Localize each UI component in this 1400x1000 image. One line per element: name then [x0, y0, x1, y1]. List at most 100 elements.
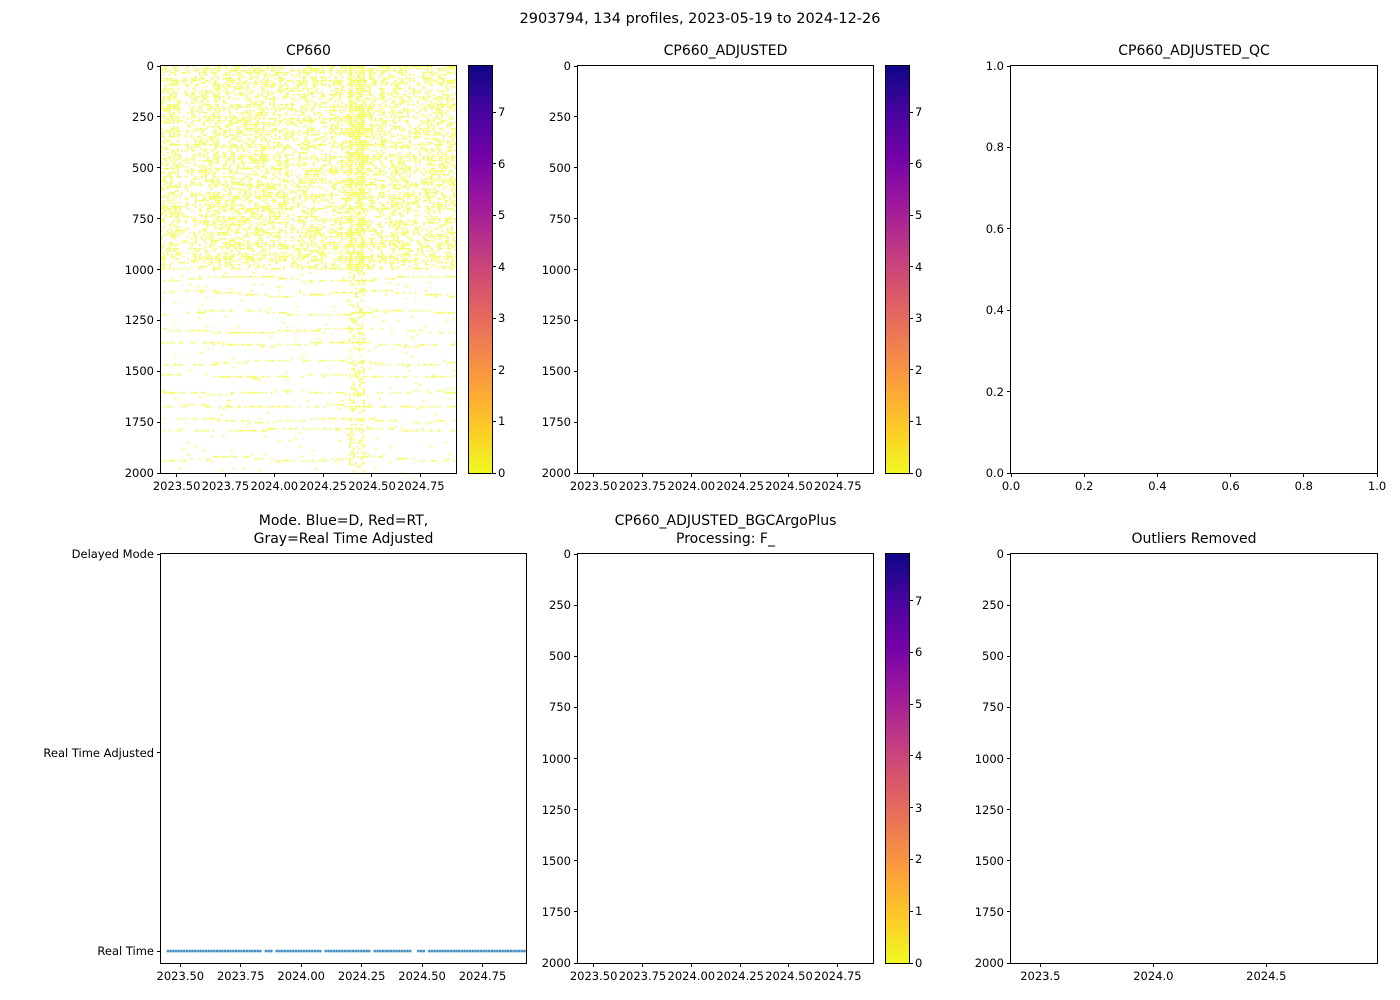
y-tick-mark [574, 472, 578, 474]
y-tick-label: 0 [996, 547, 1004, 561]
x-tick-label: 0.8 [1294, 479, 1313, 493]
colorbar-tick-mark [492, 111, 496, 113]
y-tick-mark [574, 553, 578, 555]
x-tick-mark [837, 473, 839, 477]
colorbar: 0 1 2 3 4 5 6 7 [885, 65, 922, 480]
y-tick-mark [157, 116, 161, 118]
x-tick-mark [641, 963, 643, 967]
x-tick-mark [1083, 473, 1085, 477]
subplot-cp660: CP660 2023.50 2023.75 2024.00 2024.25 2024.5… [125, 43, 506, 493]
y-tick-label: 2000 [541, 956, 571, 970]
y-tick-label: 500 [132, 160, 154, 175]
x-tick-mark [690, 963, 692, 967]
y-tick-mark [157, 553, 161, 555]
x-tick-mark [1376, 473, 1378, 477]
colorbar: 0 1 2 3 4 5 6 7 [885, 553, 922, 970]
colorbar-tick-label: 6 [915, 645, 923, 660]
y-tick-mark [157, 752, 161, 754]
x-tick-mark [1230, 473, 1232, 477]
x-tick-label: 0.0 [1001, 479, 1021, 493]
colorbar-tick-label: 1 [498, 414, 506, 429]
y-tick-label: 1500 [124, 364, 154, 379]
x-tick-label: 2024.50 [348, 479, 396, 493]
colorbar-tick-label: 7 [915, 105, 923, 120]
colorbar-tick-mark [492, 420, 496, 422]
x-tick-label: 2024.75 [397, 479, 445, 493]
y-tick-mark [1007, 706, 1011, 708]
y-tick-label: 0.8 [985, 140, 1004, 155]
colorbar-tick-label: 2 [915, 362, 923, 377]
x-tick-label: 2024.00 [250, 479, 299, 493]
x-tick-mark [240, 963, 242, 967]
colorbar-tick-mark [909, 266, 913, 268]
y-tick-mark [574, 604, 578, 606]
y-tick-mark [1007, 553, 1011, 555]
y-tick-mark [574, 167, 578, 169]
colorbar-tick-label: 4 [498, 259, 506, 274]
x-tick-label: 2023.50 [156, 969, 205, 983]
colorbar-tick-mark [492, 472, 496, 474]
colorbar-tick-label: 2 [915, 852, 923, 867]
y-tick-label: 1000 [974, 751, 1004, 766]
y-tick-mark [574, 706, 578, 708]
x-tick-label: 2023.75 [201, 479, 250, 493]
mode-line-canvas [161, 554, 526, 963]
x-tick-label: 2024.00 [667, 479, 716, 493]
subplot-mode: Mode. Blue=D, Red=RT, Gray=Real Time Adj… [43, 513, 527, 983]
y-tick-label: 1750 [541, 415, 571, 430]
x-tick-mark [481, 963, 483, 967]
y-tick-mark [574, 370, 578, 372]
colorbar-tick-label: 7 [498, 105, 506, 120]
y-tick-mark [574, 911, 578, 913]
y-tick-label: 1000 [541, 262, 571, 277]
x-tick-label: 2024.25 [299, 479, 347, 493]
axes-title-cp660-adjusted-qc: CP660_ADJUSTED_QC [1118, 42, 1270, 59]
y-tick-mark [157, 218, 161, 220]
y-tick-label: 1500 [541, 364, 571, 379]
colorbar-tick-mark [909, 910, 913, 912]
y-tick-label: 0 [146, 59, 154, 73]
x-tick-mark [322, 473, 324, 477]
y-tick-label: 1500 [974, 853, 1004, 868]
colorbar: 0 1 2 3 4 5 6 7 [468, 65, 505, 480]
colorbar-tick-label: 0 [915, 956, 923, 970]
y-tick-mark [1007, 472, 1011, 474]
x-tick-label: 2024.75 [814, 479, 862, 493]
colorbar-tick-mark [909, 317, 913, 319]
subplot-cp660-adjusted-qc: CP660_ADJUSTED_QC 0.0 0.2 0.4 0.6 0.8 1.0 0.0 0… [986, 43, 1386, 493]
y-tick-mark [574, 116, 578, 118]
y-tick-mark [157, 269, 161, 270]
colorbar-tick-mark [909, 369, 913, 371]
colorbar-tick-mark [909, 111, 913, 113]
x-tick-mark [176, 473, 178, 477]
x-tick-label: 2023.75 [216, 969, 265, 983]
colorbar-tick-mark [909, 858, 913, 860]
x-tick-label: 2023.75 [618, 969, 667, 983]
x-tick-mark [371, 473, 373, 477]
y-tick-mark [1007, 809, 1011, 811]
x-tick-label: 2024.25 [716, 969, 764, 983]
colorbar-tick-mark [909, 472, 913, 474]
y-tick-label: 750 [549, 700, 571, 715]
axes-title-cp660: CP660 [286, 42, 331, 59]
colorbar-tick-mark [492, 214, 496, 216]
figure-title: 2903794, 134 profiles, 2023-05-19 to 202… [519, 11, 881, 27]
y-tick-label: 2000 [541, 466, 571, 480]
y-tick-label: 750 [982, 700, 1004, 715]
axes-title-cp660-adjusted: CP660_ADJUSTED [663, 42, 788, 59]
x-tick-label: 2024.00 [277, 969, 325, 983]
x-tick-label: 0.2 [1075, 479, 1094, 493]
y-tick-label: Real Time Adjusted [43, 745, 154, 760]
y-tick-label: 1250 [541, 802, 571, 817]
x-tick-mark [788, 473, 790, 477]
x-tick-label: 2024.75 [814, 969, 862, 983]
y-tick-label: Real Time [97, 944, 154, 959]
y-tick-mark [157, 421, 161, 423]
y-tick-mark [157, 167, 161, 169]
x-tick-label: 2024.50 [398, 969, 446, 983]
y-tick-label: 250 [549, 598, 571, 613]
colorbar-tick-mark [909, 651, 913, 653]
y-tick-mark [1007, 911, 1011, 913]
y-tick-mark [574, 860, 578, 862]
x-tick-mark [1152, 963, 1154, 967]
